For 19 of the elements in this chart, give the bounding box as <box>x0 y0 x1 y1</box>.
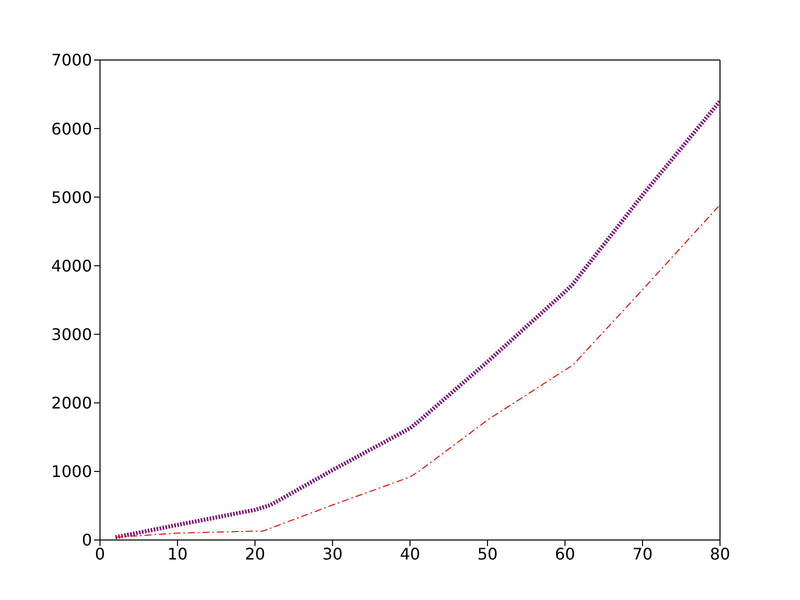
x-tick-label: 80 <box>710 544 730 564</box>
x-tick-label: 20 <box>244 544 266 564</box>
y-tick-label: 2000 <box>51 394 92 413</box>
y-tick-label: 7000 <box>51 50 92 70</box>
y-tick-label: 1000 <box>51 462 92 482</box>
x-tick-label: 10 <box>167 544 188 564</box>
x-tick-label: 0 <box>94 544 106 564</box>
y-tick-label: 5000 <box>51 188 92 207</box>
y-tick-label: 4000 <box>51 256 92 276</box>
x-tick-label: 60 <box>554 544 576 564</box>
y-tick-label: 3000 <box>51 324 92 344</box>
x-tick-label: 50 <box>477 544 498 564</box>
line-series <box>114 99 720 540</box>
x-tick-label: 40 <box>400 544 420 564</box>
line-series <box>115 204 720 538</box>
x-tick-label: 30 <box>322 544 343 564</box>
y-tick-label: 6000 <box>51 119 92 138</box>
y-tick-label: 0 <box>82 530 92 550</box>
x-tick-label: 70 <box>632 544 653 564</box>
